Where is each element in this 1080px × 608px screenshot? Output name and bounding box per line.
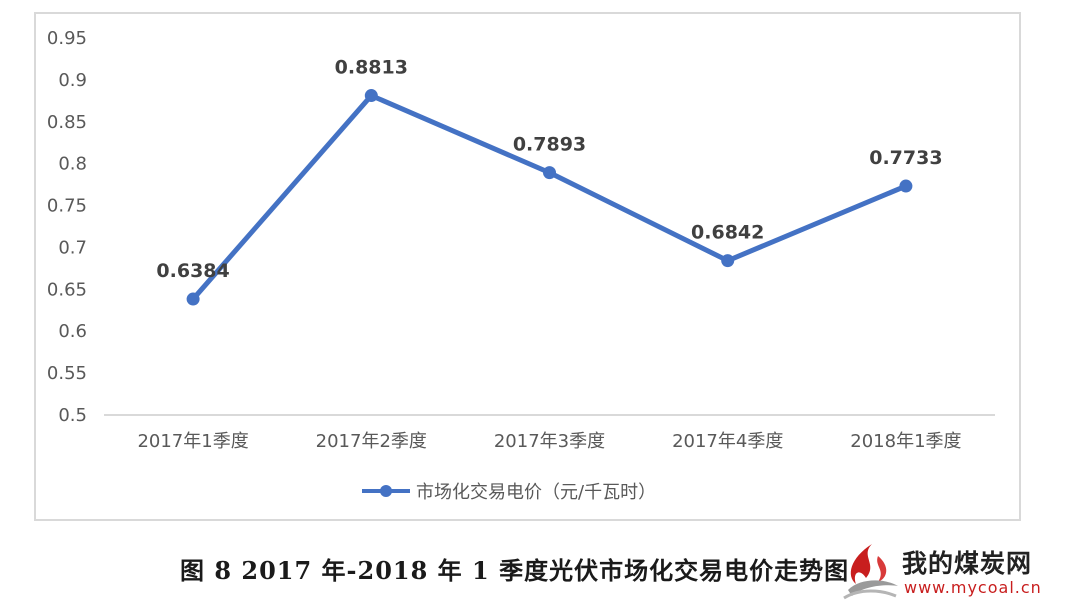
y-tick-label: 0.7 xyxy=(58,237,87,258)
data-label: 0.6384 xyxy=(156,260,229,282)
x-tick-label: 2017年1季度 xyxy=(137,431,248,452)
data-point xyxy=(186,292,200,306)
y-tick-label: 0.65 xyxy=(47,279,87,300)
y-axis-ticks: 0.95 0.9 0.85 0.8 0.75 0.7 0.65 0.6 0.55 0.5 xyxy=(47,28,87,426)
data-label: 0.8813 xyxy=(335,57,408,79)
y-tick-label: 0.95 xyxy=(47,28,87,49)
y-tick-label: 0.8 xyxy=(58,154,87,175)
watermark-site-name: 我的煤炭网 xyxy=(902,549,1033,578)
legend-marker xyxy=(380,485,392,497)
watermark-url: www.mycoal.cn xyxy=(904,578,1042,597)
y-tick-label: 0.75 xyxy=(47,196,87,217)
legend: 市场化交易电价（元/千瓦时） xyxy=(362,482,656,503)
data-label: 0.7893 xyxy=(513,134,586,156)
chart-frame xyxy=(34,12,1021,521)
x-axis-ticks: 2017年1季度 2017年2季度 2017年3季度 2017年4季度 2018年1季度 xyxy=(137,431,961,452)
legend-label: 市场化交易电价（元/千瓦时） xyxy=(416,482,656,503)
data-labels: 0.6384 0.8813 0.7893 0.6842 0.7733 xyxy=(156,57,942,282)
data-point xyxy=(543,166,556,180)
data-label: 0.7733 xyxy=(869,147,942,169)
flame-logo-icon xyxy=(843,544,898,600)
y-tick-label: 0.55 xyxy=(47,363,87,384)
data-point xyxy=(899,179,913,193)
data-points xyxy=(186,89,913,306)
y-tick-label: 0.5 xyxy=(58,405,87,426)
x-tick-label: 2018年1季度 xyxy=(850,431,961,452)
figure-caption: 图 8 2017 年-2018 年 1 季度光伏市场化交易电价走势图 xyxy=(180,556,850,585)
data-point xyxy=(721,254,735,268)
y-tick-label: 0.6 xyxy=(58,321,87,342)
data-point xyxy=(364,89,378,103)
y-tick-label: 0.85 xyxy=(47,112,87,133)
data-label: 0.6842 xyxy=(691,222,764,244)
x-tick-label: 2017年4季度 xyxy=(672,431,783,452)
x-tick-label: 2017年2季度 xyxy=(316,431,427,452)
y-tick-label: 0.9 xyxy=(58,70,87,91)
watermark: 我的煤炭网 www.mycoal.cn xyxy=(838,538,1074,604)
x-tick-label: 2017年3季度 xyxy=(494,431,605,452)
